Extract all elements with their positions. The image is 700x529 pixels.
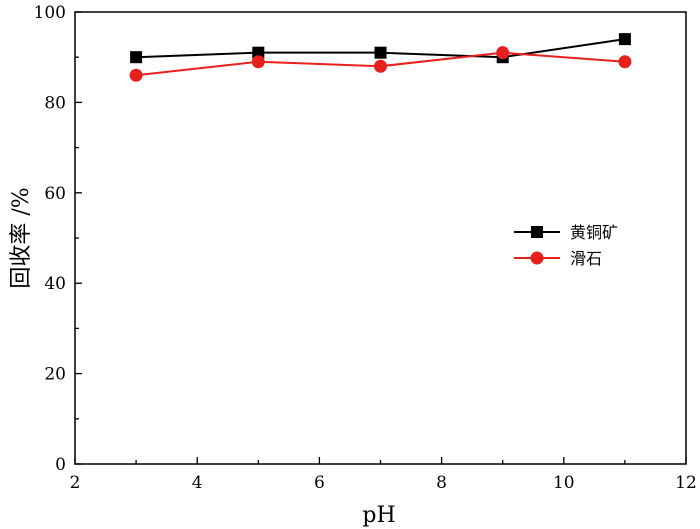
data-point bbox=[374, 59, 387, 73]
series-1 bbox=[130, 33, 631, 64]
data-point bbox=[496, 46, 510, 60]
data-point bbox=[252, 46, 265, 59]
x-tick-label: 4 bbox=[192, 473, 203, 493]
legend-item-1: 黄铜矿 bbox=[514, 223, 618, 242]
data-point bbox=[129, 68, 143, 82]
y-tick-label: 60 bbox=[44, 184, 66, 204]
y-tick-label: 80 bbox=[44, 93, 66, 113]
legend-marker bbox=[530, 251, 544, 265]
series-2 bbox=[129, 46, 632, 82]
x-axis-label: pH bbox=[362, 503, 395, 528]
legend-marker bbox=[531, 226, 543, 238]
y-tick-label: 40 bbox=[44, 274, 66, 294]
data-point bbox=[130, 51, 143, 64]
legend-label: 黄铜矿 bbox=[570, 223, 618, 242]
x-tick-label: 8 bbox=[436, 473, 447, 493]
y-tick-label: 20 bbox=[44, 365, 66, 385]
y-tick-label: 100 bbox=[34, 3, 66, 23]
y-tick-label: 0 bbox=[55, 455, 66, 475]
chart-series bbox=[129, 33, 632, 82]
data-point bbox=[251, 55, 265, 69]
x-tick-label: 2 bbox=[70, 473, 81, 493]
data-point bbox=[374, 46, 387, 59]
x-tick-label: 12 bbox=[675, 473, 697, 493]
data-point bbox=[618, 33, 631, 46]
x-tick-label: 6 bbox=[314, 473, 325, 493]
y-axis-label: 回收率 /% bbox=[9, 187, 34, 288]
x-tick-label: 10 bbox=[553, 473, 575, 493]
chart-axes: 2 4 6 8 10 12 0 20 40 60 80 100 bbox=[34, 3, 697, 493]
legend-label: 滑石 bbox=[570, 249, 602, 268]
legend-item-2: 滑石 bbox=[514, 249, 602, 268]
data-point bbox=[618, 55, 632, 69]
